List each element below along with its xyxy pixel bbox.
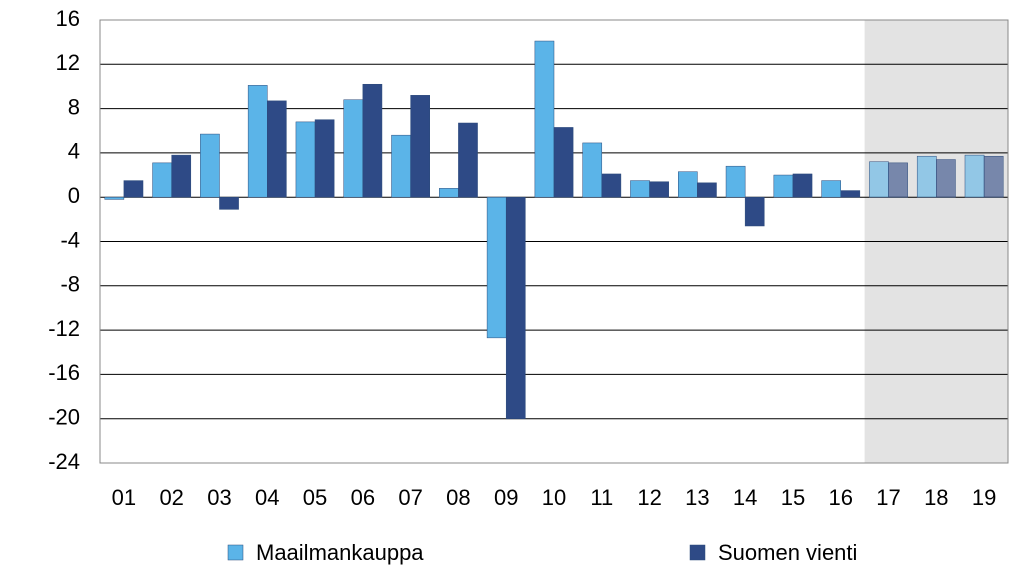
- bar: [582, 142, 603, 198]
- bar: [123, 180, 144, 198]
- bar: [983, 155, 1004, 198]
- bar: [486, 196, 507, 339]
- bar: [534, 40, 555, 198]
- legend-swatch: [227, 544, 244, 561]
- bar: [343, 99, 364, 198]
- bar: [744, 196, 765, 227]
- bar: [439, 188, 459, 198]
- x-tick-label: 16: [828, 485, 852, 510]
- bar: [916, 155, 937, 198]
- bar: [773, 174, 794, 198]
- y-tick-label: -24: [48, 449, 80, 474]
- bar: [630, 180, 650, 198]
- bar: [649, 181, 669, 198]
- y-tick-label: 0: [68, 183, 80, 208]
- y-tick-label: -4: [60, 227, 80, 252]
- bar: [505, 196, 526, 419]
- bar: [267, 100, 287, 198]
- bar: [295, 121, 316, 198]
- x-tick-label: 17: [876, 485, 900, 510]
- x-tick-label: 10: [542, 485, 566, 510]
- bar: [678, 171, 698, 198]
- bar: [362, 83, 383, 198]
- bar: [964, 154, 985, 198]
- x-tick-label: 14: [733, 485, 757, 510]
- x-tick-label: 08: [446, 485, 470, 510]
- bar: [792, 173, 813, 198]
- bar: [725, 165, 746, 198]
- x-tick-label: 18: [924, 485, 948, 510]
- bar: [410, 95, 430, 198]
- y-tick-label: 4: [68, 139, 80, 164]
- bar: [458, 122, 478, 198]
- x-tick-label: 02: [159, 485, 183, 510]
- bar: [553, 127, 574, 198]
- x-tick-label: 09: [494, 485, 518, 510]
- bar: [697, 182, 717, 198]
- x-tick-label: 07: [398, 485, 422, 510]
- bar: [840, 190, 861, 198]
- bar: [200, 133, 220, 198]
- legend-swatch: [689, 544, 706, 561]
- bar: [601, 173, 622, 198]
- y-tick-label: -8: [60, 272, 80, 297]
- bar: [314, 119, 335, 198]
- x-tick-label: 12: [637, 485, 661, 510]
- x-tick-label: 13: [685, 485, 709, 510]
- bar: [152, 162, 172, 198]
- x-tick-label: 19: [972, 485, 996, 510]
- y-tick-label: 16: [56, 6, 80, 31]
- plot-border: [99, 19, 1009, 464]
- y-tick-label: -16: [48, 360, 80, 385]
- bar: [171, 154, 192, 198]
- x-tick-label: 04: [255, 485, 279, 510]
- x-tick-label: 11: [590, 485, 613, 510]
- x-tick-label: 06: [351, 485, 375, 510]
- bar: [869, 161, 889, 198]
- bar: [936, 159, 956, 198]
- y-tick-label: -12: [48, 316, 80, 341]
- x-tick-label: 15: [781, 485, 805, 510]
- bar: [391, 134, 411, 198]
- legend-label: Maailmankauppa: [256, 540, 424, 565]
- y-tick-label: 12: [56, 50, 80, 75]
- legend-label: Suomen vienti: [718, 540, 857, 565]
- x-tick-label: 01: [112, 485, 136, 510]
- bar: [821, 180, 841, 198]
- x-tick-label: 05: [303, 485, 327, 510]
- bar: [219, 196, 239, 210]
- y-tick-label: -20: [48, 405, 80, 430]
- x-tick-label: 03: [207, 485, 231, 510]
- bar: [888, 162, 908, 198]
- bar: [247, 85, 268, 198]
- y-tick-label: 8: [68, 94, 80, 119]
- bar: [104, 196, 125, 200]
